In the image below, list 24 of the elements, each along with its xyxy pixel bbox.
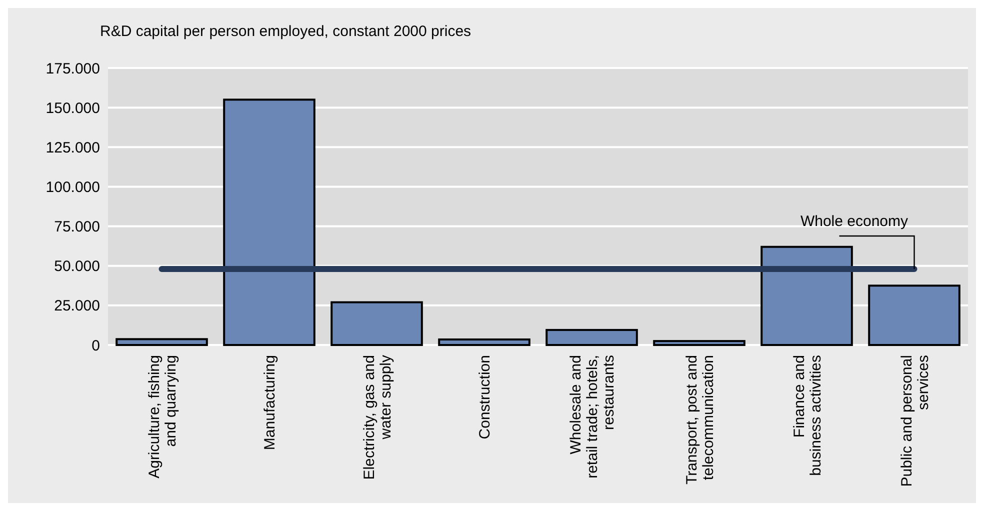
x-tick-label: Manufacturing [262,355,278,450]
x-tick-label: Electricity, gas and water supply [360,354,394,480]
bar [653,340,746,346]
chart-title: R&D capital per person employed, constant 2000 prices [100,23,472,40]
y-tick-label: 100.000 [46,178,100,196]
y-tick-label: 125.000 [46,139,100,156]
x-tick-label: Construction [476,355,494,440]
bar [116,338,208,346]
bar [760,246,853,346]
y-tick-label: 175.000 [46,60,100,78]
bar [546,328,638,346]
y-tick-label: 75.000 [54,218,100,236]
bar [868,284,960,346]
bar [438,338,530,346]
y-tick-label: 50.000 [54,258,100,276]
x-tick-label: Wholesale and retail trade; hotels, restaurants [568,355,618,478]
y-tick-label: 0 [92,337,100,354]
x-tick-label: Public and personal services [898,355,932,487]
text: Whole economy [800,213,909,230]
y-tick-label: 25.000 [54,298,100,315]
y-tick-label: 150.000 [46,100,100,117]
x-tick-label: Agriculture, fishing and quarrying [146,355,180,478]
bar [223,98,316,346]
bar [330,301,423,346]
